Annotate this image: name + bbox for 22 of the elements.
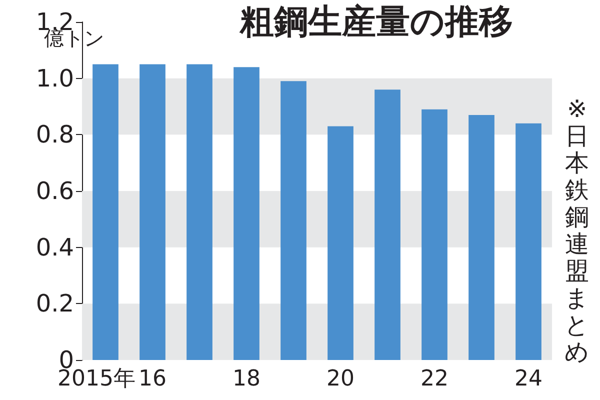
x-tick-label: 20: [326, 366, 354, 392]
bar: [516, 123, 542, 360]
x-tick-label: 18: [232, 366, 260, 392]
chart-title: 粗鋼生産量の推移: [239, 2, 513, 42]
bar: [186, 64, 212, 360]
bar: [374, 90, 400, 360]
bar: [234, 67, 260, 360]
bar: [328, 126, 354, 360]
x-tick-label: 16: [138, 366, 166, 392]
y-tick-label: 0.8: [36, 120, 74, 149]
y-tick-label: 1.0: [36, 64, 74, 92]
bar: [468, 114, 494, 360]
x-tick-label: 24: [514, 366, 542, 392]
bar: [422, 109, 448, 360]
text: ※日本鉄鋼連盟まとめ: [564, 95, 590, 366]
bar: [280, 81, 306, 360]
bar: [140, 64, 166, 360]
y-tick-label: 0.4: [36, 233, 74, 262]
y-tick-label: 0.6: [36, 177, 74, 205]
y-tick-label: 0.2: [36, 290, 74, 318]
bar: [92, 64, 118, 360]
x-tick-label: 22: [420, 366, 448, 392]
